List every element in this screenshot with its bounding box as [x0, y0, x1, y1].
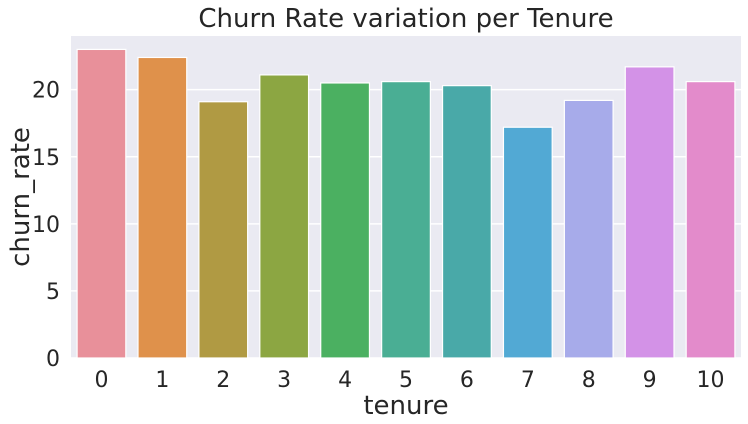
x-tick-label: 1 — [155, 368, 169, 393]
bar-tenure-1 — [137, 56, 188, 359]
x-tick-label: 9 — [643, 368, 657, 393]
y-tick-label: 0 — [46, 347, 60, 372]
bar-tenure-4 — [320, 82, 371, 359]
x-axis-label: tenure — [363, 391, 448, 421]
x-tick-label: 7 — [521, 368, 535, 393]
x-tick-label: 4 — [338, 368, 352, 393]
bar-tenure-5 — [381, 81, 431, 359]
x-tick-label: 0 — [94, 368, 108, 393]
x-tick-label: 10 — [697, 368, 725, 393]
x-axis-ticks: 0 1 2 3 4 5 6 7 8 9 10 — [94, 368, 724, 393]
y-tick-label: 20 — [32, 79, 60, 104]
bar-tenure-7 — [502, 126, 553, 359]
bar-tenure-9 — [624, 66, 675, 359]
bar-tenure-3 — [259, 74, 310, 359]
bar-tenure-0 — [76, 48, 127, 359]
x-tick-label: 8 — [582, 368, 596, 393]
y-axis-ticks: 0 5 10 15 20 — [32, 79, 60, 372]
bar-tenure-8 — [563, 99, 614, 359]
y-tick-label: 10 — [32, 213, 60, 238]
y-tick-label: 5 — [46, 280, 60, 305]
bar-tenure-2 — [198, 101, 249, 359]
chart-title: Churn Rate variation per Tenure — [198, 4, 613, 34]
x-tick-label: 5 — [399, 368, 413, 393]
y-axis-label: churn_rate — [6, 127, 36, 267]
x-tick-label: 3 — [277, 368, 291, 393]
bar-tenure-6 — [441, 85, 492, 359]
x-tick-label: 2 — [216, 368, 230, 393]
x-tick-label: 6 — [460, 368, 474, 393]
bar-tenure-10 — [685, 81, 736, 359]
bars — [76, 48, 736, 359]
y-tick-label: 15 — [32, 146, 60, 171]
